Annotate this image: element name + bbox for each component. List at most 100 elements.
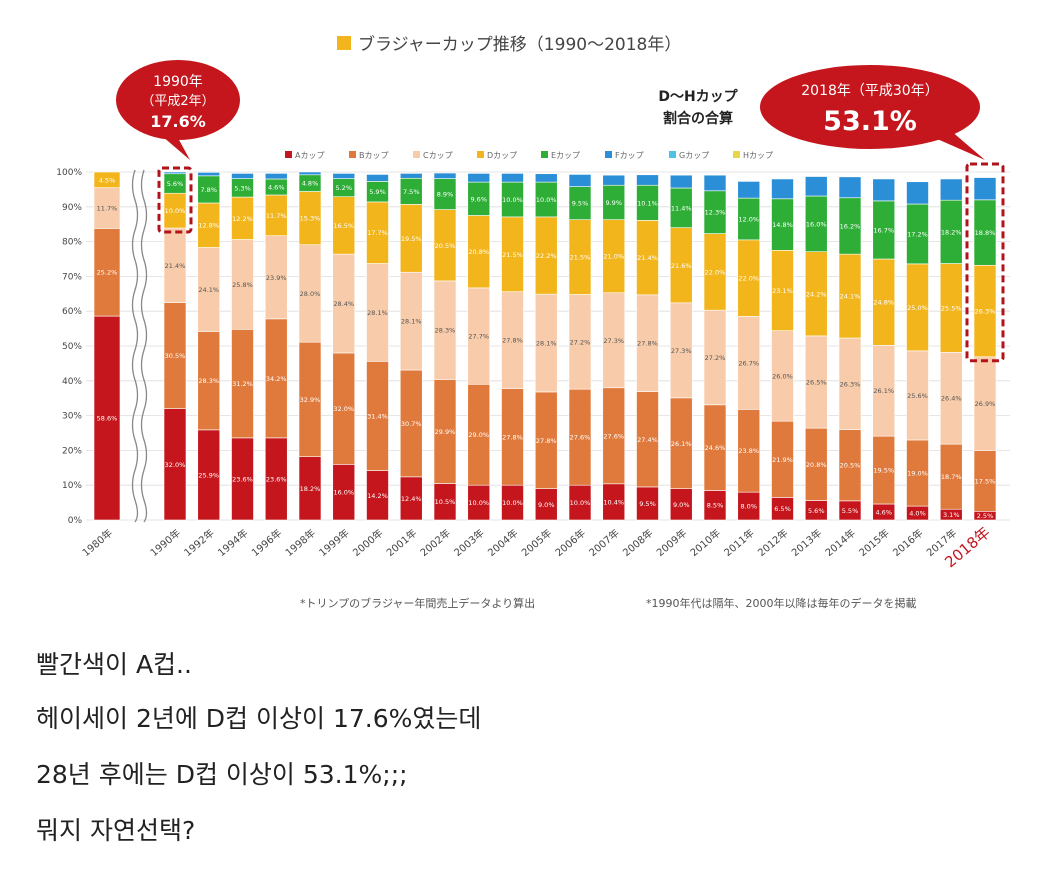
caption-line-4: 뭐지 자연선택?	[36, 816, 196, 845]
legend-label: Bカップ	[359, 151, 389, 160]
data-label: 21.4%	[165, 262, 186, 270]
x-tick-label: 2000年	[350, 526, 386, 559]
data-label: 10.0%	[165, 207, 186, 215]
chart-title-group: ブラジャーカップ推移（1990〜2018年）	[337, 34, 681, 55]
data-label: 16.0%	[806, 220, 827, 228]
data-label: 34.2%	[266, 375, 287, 383]
data-label: 31.2%	[232, 380, 253, 388]
data-label: 58.6%	[97, 415, 118, 423]
y-tick-label: 60%	[62, 307, 82, 317]
bar-segment	[264, 173, 288, 180]
data-label: 25.2%	[97, 269, 118, 277]
dashed-highlights	[157, 162, 1005, 363]
data-label: 31.4%	[367, 412, 388, 420]
data-label: 24.1%	[198, 286, 219, 294]
x-tick-label: 1994年	[215, 526, 251, 559]
data-label: 11.4%	[671, 204, 692, 212]
x-tick-label: 2010年	[687, 526, 723, 559]
data-label: 22.0%	[738, 275, 759, 283]
callout-2018: 2018年（平成30年） 53.1%	[760, 65, 985, 160]
y-tick-label: 30%	[62, 412, 82, 422]
bar-segment	[939, 178, 963, 201]
bar-segment	[872, 178, 896, 202]
bar-segment	[163, 171, 187, 175]
data-label: 5.2%	[335, 184, 352, 192]
data-label: 5.5%	[842, 507, 859, 515]
data-label: 4.6%	[268, 183, 285, 191]
data-label: 9.9%	[605, 199, 622, 207]
bar-segment	[231, 173, 254, 179]
x-tick-label: 1992年	[181, 526, 217, 559]
data-label: 24.2%	[806, 290, 827, 298]
data-label: 5.3%	[234, 184, 251, 192]
data-label: 25.6%	[907, 392, 928, 400]
bar-segment	[93, 228, 121, 317]
data-label: 5.6%	[808, 507, 825, 515]
bar-segment	[501, 173, 524, 183]
y-tick-label: 0%	[68, 516, 83, 526]
legend-swatch	[349, 151, 356, 158]
data-label: 25.5%	[941, 304, 962, 312]
data-label: 23.9%	[266, 274, 287, 282]
data-label: 27.6%	[603, 432, 624, 440]
legend-swatch	[413, 151, 420, 158]
data-label: 17.5%	[975, 477, 996, 485]
data-label: 27.2%	[705, 354, 726, 362]
bar-segment	[93, 187, 121, 229]
callout-2018-value: 53.1%	[823, 106, 917, 137]
data-label: 16.2%	[840, 222, 861, 230]
callout-1990-line1: 1990年	[153, 74, 203, 90]
data-label: 9.0%	[538, 501, 555, 509]
bar-segment	[973, 177, 997, 201]
data-label: 26.7%	[738, 359, 759, 367]
callout-2018-line1: 2018年（平成30年）	[801, 83, 938, 99]
data-label: 26.1%	[873, 387, 894, 395]
x-tick-label: 1996年	[249, 526, 285, 559]
legend-swatch	[669, 151, 676, 158]
data-label: 12.0%	[738, 215, 759, 223]
bar-segment	[669, 174, 693, 189]
legend-swatch	[733, 151, 740, 158]
data-label: 28.0%	[300, 290, 321, 298]
data-label: 20.8%	[468, 248, 489, 256]
callout-2018-pointer	[935, 130, 985, 160]
data-label: 23.8%	[738, 447, 759, 455]
x-tick-label: 2005年	[519, 526, 555, 559]
legend-label: Fカップ	[615, 151, 644, 160]
data-label: 17.2%	[907, 230, 928, 238]
data-label: 3.1%	[943, 511, 960, 519]
data-label: 28.1%	[401, 318, 422, 326]
data-label: 26.1%	[671, 440, 692, 448]
caption-line-1: 빨간색이 A컵..	[36, 650, 192, 679]
x-tick-label: 2003年	[451, 526, 487, 559]
data-label: 6.5%	[774, 505, 791, 513]
data-label: 20.5%	[840, 462, 861, 470]
data-label: 27.8%	[502, 433, 523, 441]
x-tick-label: 2014年	[822, 526, 858, 559]
data-label: 26.9%	[975, 400, 996, 408]
data-label: 22.2%	[536, 252, 557, 260]
data-label: 14.2%	[367, 492, 388, 500]
caption-line-2: 헤이세이 2년에 D컵 이상이 17.6%였는데	[36, 704, 482, 733]
bar-segment	[93, 171, 121, 188]
data-label: 19.5%	[873, 467, 894, 475]
data-label: 4.0%	[909, 510, 926, 518]
data-label: 18.2%	[941, 228, 962, 236]
data-label: 10.0%	[468, 499, 489, 507]
data-label: 26.0%	[772, 372, 793, 380]
data-label: 10.1%	[637, 199, 658, 207]
data-label: 4.6%	[875, 508, 892, 516]
bar-segment	[197, 172, 221, 177]
callout-2018-bubble	[760, 65, 980, 149]
data-label: 27.7%	[468, 333, 489, 341]
data-label: 5.9%	[369, 188, 386, 196]
data-label: 12.8%	[198, 222, 219, 230]
data-label: 4.5%	[99, 176, 116, 184]
data-label: 10.0%	[570, 499, 591, 507]
footnote-1: *トリンプのブラジャー年間売上データより算出	[300, 596, 535, 610]
data-label: 27.8%	[536, 437, 557, 445]
bar-segment	[838, 176, 862, 199]
data-label: 12.3%	[705, 209, 726, 217]
data-label: 32.0%	[165, 461, 186, 469]
data-label: 8.0%	[740, 503, 757, 511]
